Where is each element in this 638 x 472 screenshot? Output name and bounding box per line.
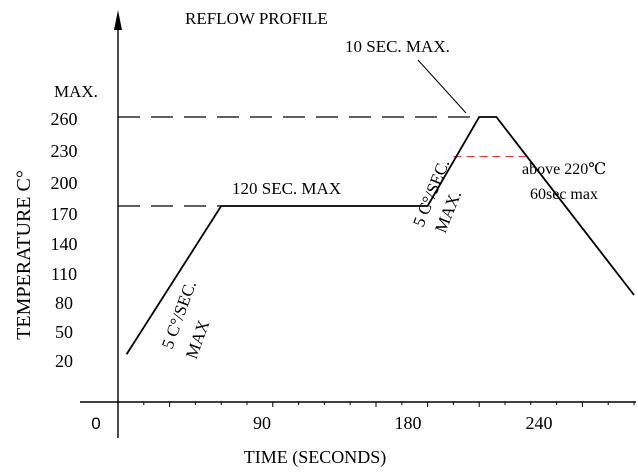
y-tick-label: 170 <box>51 204 78 224</box>
y-tick-label: 110 <box>51 264 77 284</box>
peak-leader-line <box>417 59 467 114</box>
x-tick-labels: 0 90 180 240 <box>91 413 552 433</box>
x-tick-label: 240 <box>526 413 553 433</box>
y-tick-label: 20 <box>55 351 73 371</box>
x-minor-ticks <box>143 402 635 407</box>
soak-label: 120 SEC. MAX <box>232 179 341 198</box>
y-tick-label: 80 <box>55 293 73 313</box>
x-axis-label: TIME (SECONDS) <box>244 447 387 468</box>
y-tick-label: 50 <box>55 322 73 342</box>
y-max-label: MAX. <box>54 82 98 101</box>
y-tick-label: 230 <box>51 141 78 161</box>
y-axis-arrow <box>114 10 122 30</box>
above-220-label-2: 60sec max <box>530 186 598 203</box>
y-axis-label: TEMPERATURE C° <box>13 170 35 340</box>
profile-line <box>125 116 635 355</box>
x-tick-label: 0 <box>91 414 100 433</box>
y-tick-label: 200 <box>51 173 78 193</box>
y-tick-label: 260 <box>51 109 78 129</box>
chart-title: REFLOW PROFILE <box>185 9 328 28</box>
y-tick-label: 140 <box>51 234 78 254</box>
peak-label: 10 SEC. MAX. <box>345 37 450 56</box>
x-tick-label: 90 <box>253 413 271 433</box>
ramp-up-label-2: MAX <box>182 318 213 362</box>
y-tick-labels: 260 230 200 170 140 110 80 50 20 <box>51 109 78 371</box>
x-tick-label: 180 <box>395 413 422 433</box>
above-220-label-1: above 220℃ <box>522 161 606 178</box>
